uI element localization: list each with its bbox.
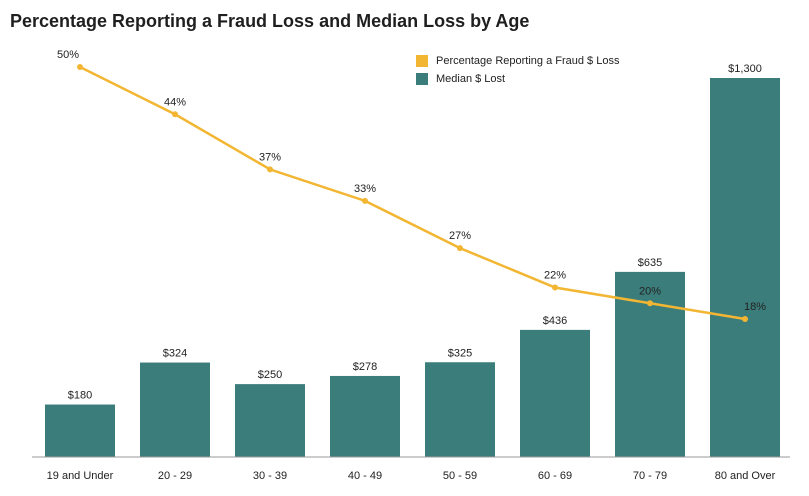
bar-value-label: $250 — [258, 369, 282, 381]
line-point — [457, 245, 463, 252]
bar-value-label: $325 — [448, 347, 472, 359]
line-point-label: 50% — [57, 49, 79, 61]
legend-label-bar: Median $ Lost — [436, 73, 506, 85]
x-tick-label: 19 and Under — [47, 470, 114, 482]
bar — [140, 362, 210, 457]
legend-item-line: Percentage Reporting a Fraud $ Loss — [416, 52, 619, 70]
line-point — [742, 316, 748, 322]
bar-value-label: $278 — [353, 361, 377, 373]
x-tick-label: 60 - 69 — [538, 470, 572, 482]
line-point-label: 20% — [639, 285, 661, 297]
bar — [520, 329, 590, 457]
bar — [45, 404, 115, 457]
bar-value-label: $635 — [638, 257, 662, 269]
bar-value-label: $180 — [68, 390, 92, 402]
line-point-label: 44% — [164, 96, 186, 108]
line-point-label: 27% — [449, 230, 471, 242]
bar — [710, 78, 780, 457]
line-point — [362, 197, 368, 204]
bar — [235, 384, 305, 457]
bar — [330, 375, 400, 457]
line-point — [172, 111, 178, 118]
legend-item-bar: Median $ Lost — [416, 70, 619, 88]
line-point-label: 33% — [354, 183, 376, 195]
line-point-label: 22% — [544, 270, 566, 282]
line-point-label: 37% — [259, 151, 281, 163]
line-point — [647, 300, 653, 307]
legend: Percentage Reporting a Fraud $ Loss Medi… — [416, 52, 619, 88]
line-point — [77, 64, 83, 70]
line-point — [267, 166, 273, 173]
bar — [425, 362, 495, 457]
x-tick-label: 20 - 29 — [158, 470, 192, 482]
legend-label-line: Percentage Reporting a Fraud $ Loss — [436, 55, 620, 67]
x-tick-label: 50 - 59 — [443, 470, 477, 482]
legend-swatch-line — [416, 55, 428, 67]
bar-value-label: $436 — [543, 315, 567, 327]
x-tick-label: 30 - 39 — [253, 470, 287, 482]
legend-swatch-bar — [416, 73, 428, 85]
line-series — [79, 65, 746, 321]
x-tick-label: 40 - 49 — [348, 470, 382, 482]
x-tick-label: 70 - 79 — [633, 470, 667, 482]
chart-title: Percentage Reporting a Fraud Loss and Me… — [10, 11, 530, 31]
bar-value-label: $324 — [163, 348, 187, 360]
line-point-label: 18% — [744, 301, 766, 313]
x-tick-label: 80 and Over — [715, 470, 776, 482]
bar-value-label: $1,300 — [728, 63, 762, 75]
line-point — [552, 284, 558, 291]
